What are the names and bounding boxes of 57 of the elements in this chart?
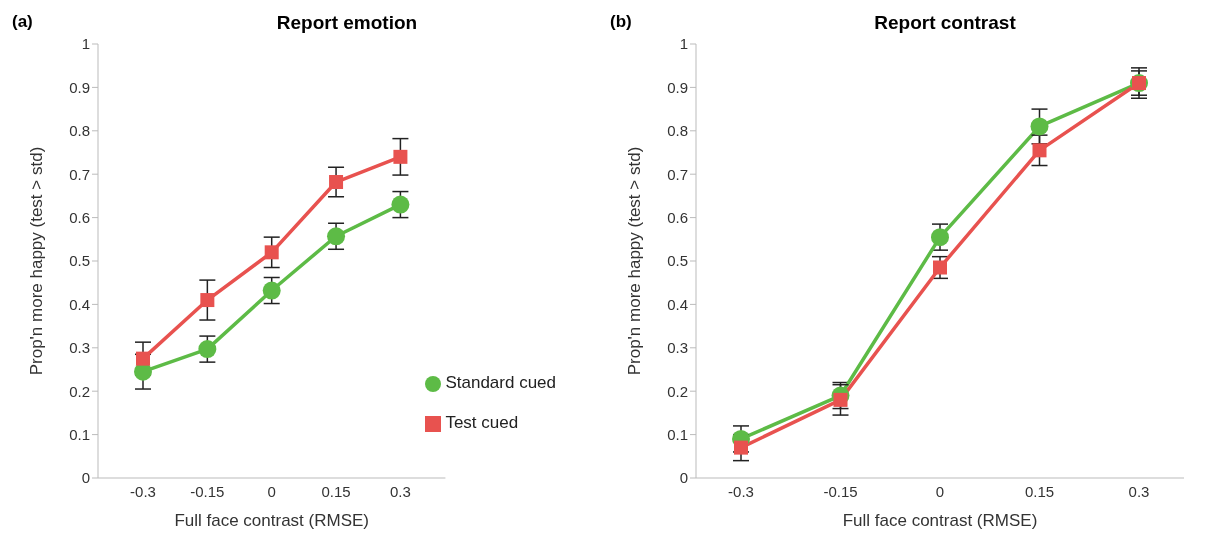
chart-title: Report emotion [275, 12, 419, 34]
y-tick-label: 0.2 [69, 382, 90, 400]
y-tick-label: 1 [81, 35, 90, 53]
point [329, 175, 344, 190]
point [833, 392, 848, 407]
y-tick-label: 0.7 [69, 165, 90, 183]
x-tick-label: -0.15 [190, 482, 225, 500]
x-tick-label: -0.3 [130, 482, 156, 500]
x-axis-title: Full face contrast (RMSE) [174, 511, 370, 530]
y-tick-label: 0.1 [69, 425, 90, 443]
y-tick-label: 0 [81, 469, 90, 487]
y-tick-label: 0.8 [69, 122, 90, 140]
point [136, 351, 150, 366]
y-tick-label: 0 [679, 469, 688, 487]
point [1030, 117, 1049, 136]
point [200, 293, 215, 308]
y-tick-label: 0.2 [667, 382, 688, 400]
point [327, 227, 346, 246]
y-tick-label: 0.5 [69, 252, 90, 270]
y-tick-label: 0.6 [667, 208, 688, 226]
y-tick-label: 0.9 [667, 78, 688, 96]
x-tick-label: 0 [935, 482, 945, 500]
y-tick-label: 0.8 [667, 122, 688, 140]
legend-label: Standard cued [445, 373, 556, 392]
y-tick-label: 0.6 [69, 208, 90, 226]
legend-label: Test cued [445, 413, 519, 432]
point [931, 228, 949, 247]
y-tick-label: 1 [679, 35, 688, 53]
x-tick-label: 0.15 [321, 482, 351, 500]
text: (a) [12, 12, 33, 32]
y-axis-title: Prop'n more happy (test > std) [625, 146, 645, 376]
point [734, 440, 748, 455]
point [262, 281, 281, 300]
text: (b) [610, 12, 632, 32]
x-tick-label: 0.3 [1128, 482, 1150, 500]
x-tick-label: -0.3 [728, 482, 754, 500]
y-tick-label: 0.3 [667, 339, 688, 357]
point [393, 149, 408, 164]
y-tick-label: 0.4 [667, 295, 688, 313]
point [933, 260, 947, 275]
point [1032, 143, 1047, 158]
chart-title: Report contrast [873, 12, 1017, 34]
y-tick-label: 0.5 [667, 252, 688, 270]
x-tick-label: 0.3 [389, 482, 411, 500]
y-tick-label: 0.1 [667, 425, 688, 443]
y-tick-label: 0.7 [667, 165, 688, 183]
y-axis-title: Prop'n more happy (test > std) [27, 146, 47, 376]
x-axis-title: Full face contrast (RMSE) [842, 511, 1038, 530]
y-tick-label: 0.4 [69, 295, 90, 313]
x-tick-label: 0.15 [1024, 482, 1055, 500]
x-tick-label: -0.15 [823, 482, 858, 500]
y-tick-label: 0.3 [69, 339, 90, 357]
point [198, 340, 217, 359]
x-tick-label: 0 [267, 482, 276, 500]
y-tick-label: 0.9 [69, 78, 90, 96]
point [391, 195, 410, 214]
point [264, 245, 279, 260]
